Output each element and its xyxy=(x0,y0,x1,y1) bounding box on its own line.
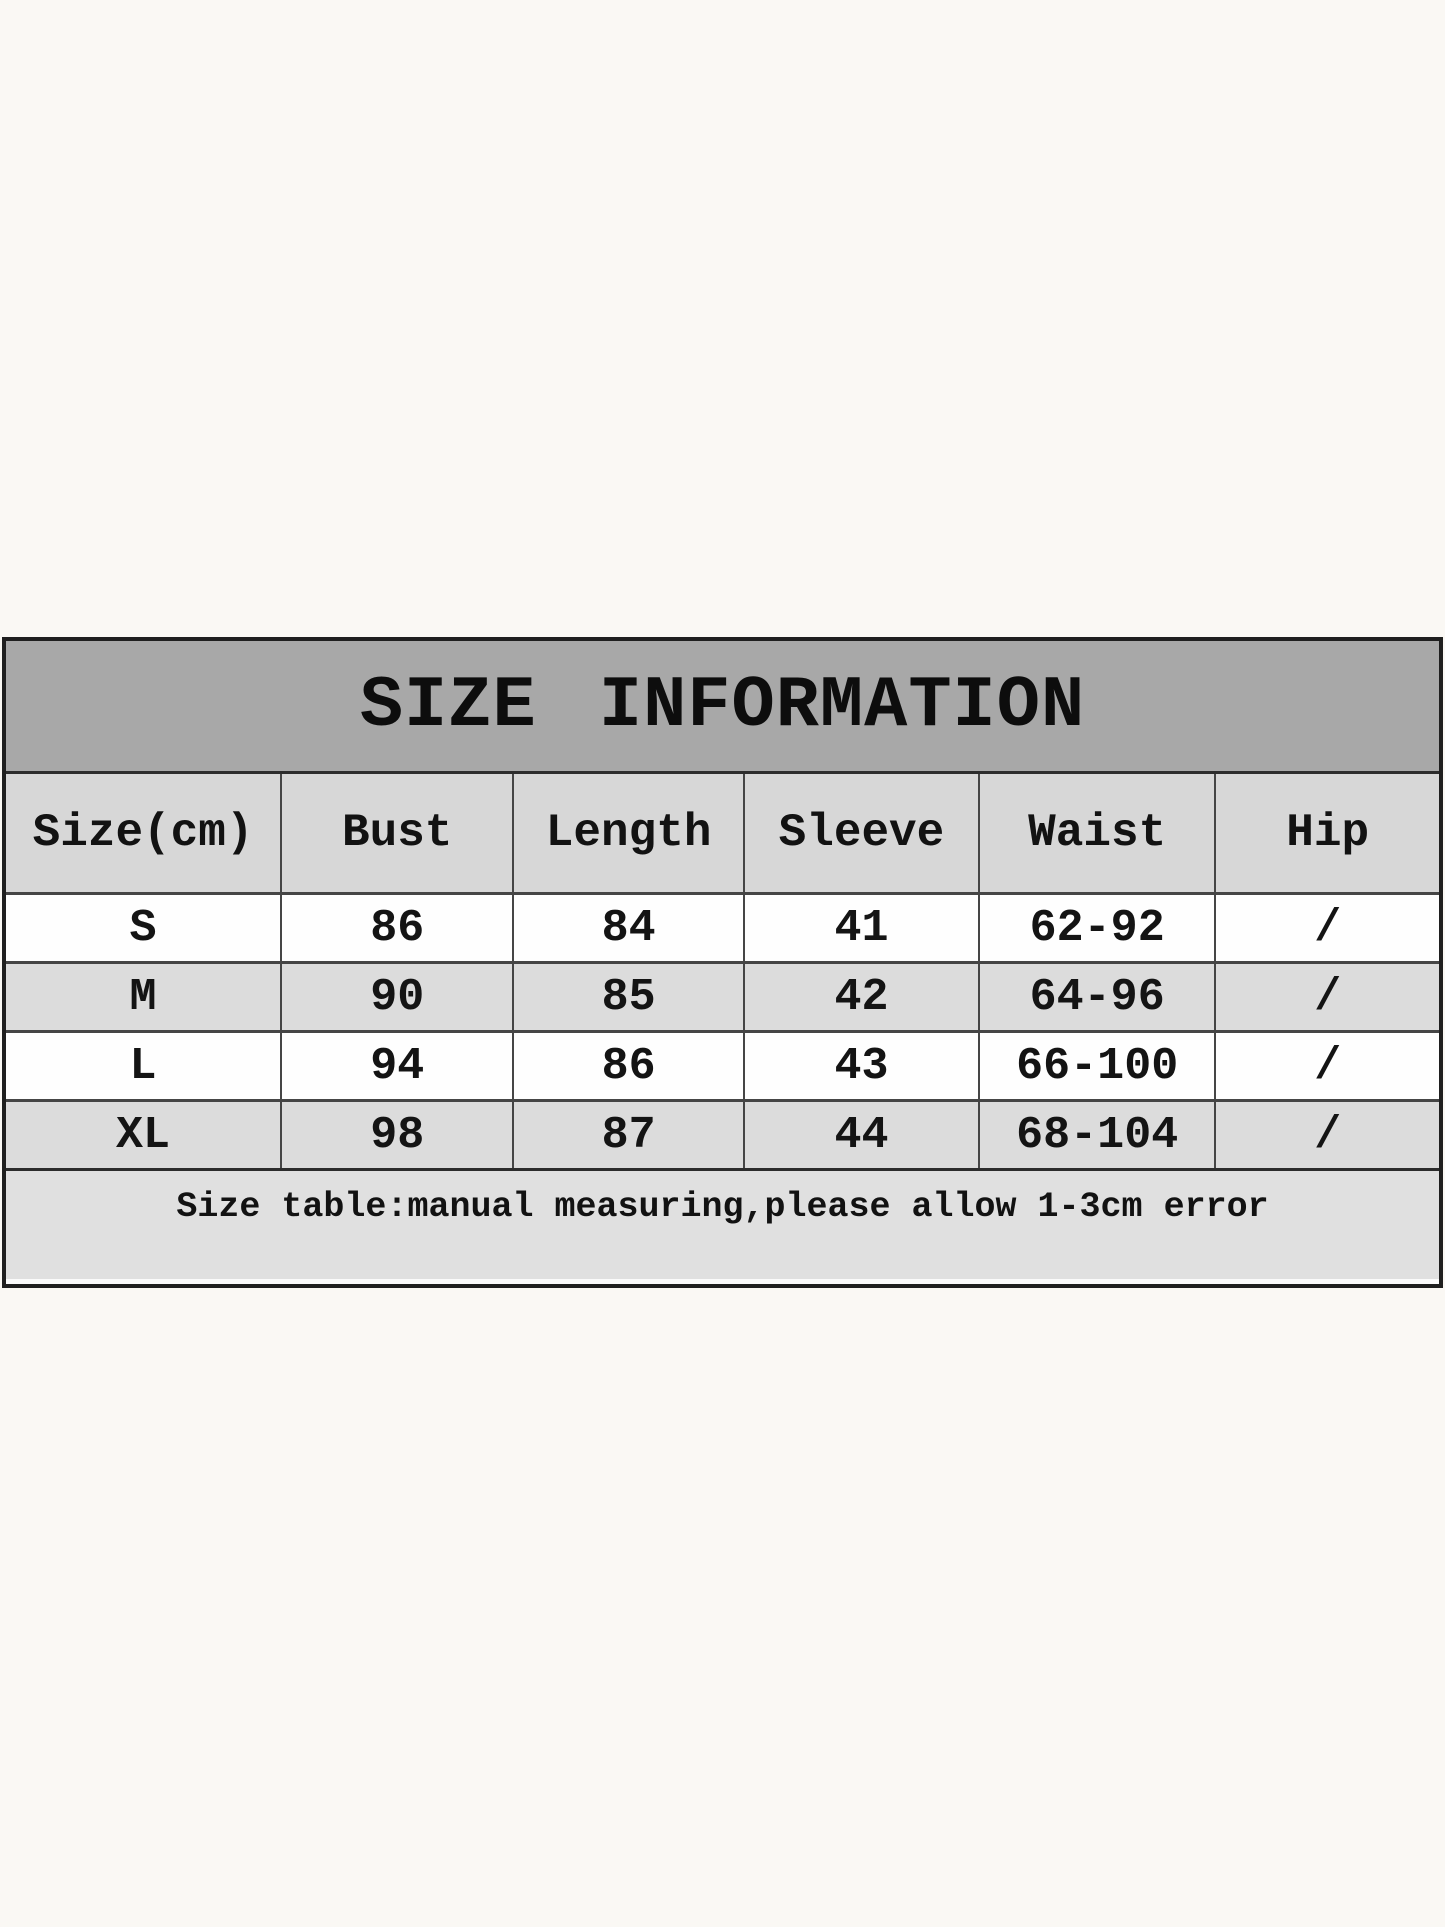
table-row-s: S 86 84 41 62-92 / xyxy=(4,892,1440,964)
cell-waist-xl: 68-104 xyxy=(977,1099,1217,1170)
table-row-xl: XL 98 87 44 68-104 / xyxy=(4,1099,1440,1170)
cell-bust-l: 94 xyxy=(280,1030,515,1102)
column-header-bust: Bust xyxy=(280,772,515,895)
size-table-title: SIZE INFORMATION xyxy=(6,641,1439,774)
column-header-waist: Waist xyxy=(977,772,1217,895)
cell-hip-m: / xyxy=(1214,961,1440,1033)
cell-length-xl: 87 xyxy=(512,1099,745,1170)
cell-sleeve-m: 42 xyxy=(742,961,980,1033)
column-header-hip: Hip xyxy=(1214,772,1440,895)
cell-size-l: L xyxy=(4,1030,283,1102)
cell-size-xl: XL xyxy=(4,1099,283,1170)
cell-sleeve-s: 41 xyxy=(742,892,980,964)
cell-hip-l: / xyxy=(1214,1030,1440,1102)
cell-hip-xl: / xyxy=(1214,1099,1440,1170)
size-information-sheet: SIZE INFORMATION Size(cm) Bust Length Sl… xyxy=(2,637,1443,1288)
cell-waist-m: 64-96 xyxy=(977,961,1217,1033)
cell-size-m: M xyxy=(4,961,283,1033)
cell-hip-s: / xyxy=(1214,892,1440,964)
cell-size-s: S xyxy=(4,892,283,964)
size-table: Size(cm) Bust Length Sleeve Waist Hip S … xyxy=(4,772,1440,1170)
column-header-length: Length xyxy=(512,772,745,895)
header-row: Size(cm) Bust Length Sleeve Waist Hip xyxy=(4,772,1440,895)
cell-sleeve-xl: 44 xyxy=(742,1099,980,1170)
cell-bust-s: 86 xyxy=(280,892,515,964)
cell-sleeve-l: 43 xyxy=(742,1030,980,1102)
column-header-size: Size(cm) xyxy=(4,772,283,895)
cell-bust-xl: 98 xyxy=(280,1099,515,1170)
size-table-footnote: Size table:manual measuring,please allow… xyxy=(6,1168,1439,1284)
table-row-l: L 94 86 43 66-100 / xyxy=(4,1030,1440,1102)
cell-length-m: 85 xyxy=(512,961,745,1033)
column-header-sleeve: Sleeve xyxy=(742,772,980,895)
cell-length-l: 86 xyxy=(512,1030,745,1102)
cell-waist-l: 66-100 xyxy=(977,1030,1217,1102)
table-row-m: M 90 85 42 64-96 / xyxy=(4,961,1440,1033)
cell-bust-m: 90 xyxy=(280,961,515,1033)
cell-length-s: 84 xyxy=(512,892,745,964)
cell-waist-s: 62-92 xyxy=(977,892,1217,964)
